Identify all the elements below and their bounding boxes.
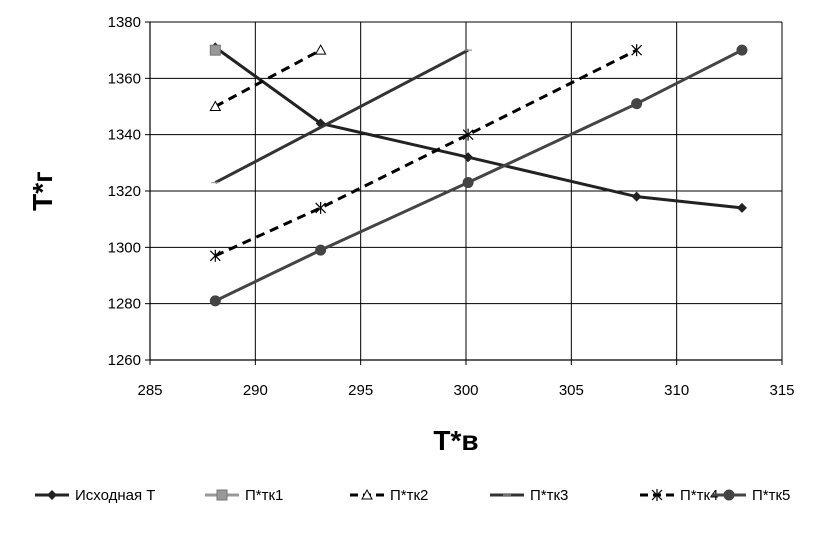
legend: Исходная T П*тк1 П*тк2 П*тк3 П*тк4 П*тк5 xyxy=(35,487,790,504)
y-tick-label-3: 1320 xyxy=(108,183,141,200)
series-4-line xyxy=(214,48,638,258)
series-2-point-0 xyxy=(209,100,222,111)
legend-label-5: П*тк5 xyxy=(752,487,790,504)
x-tick-label-6: 315 xyxy=(769,382,794,399)
series-0-point-3 xyxy=(631,191,642,202)
x-tick-label-3: 300 xyxy=(453,382,478,399)
x-tick-label-1: 290 xyxy=(243,382,268,399)
legend-item-4: П*тк4 xyxy=(640,487,718,504)
y-tick-label-2: 1300 xyxy=(108,239,141,256)
series-5-point-4 xyxy=(736,44,748,56)
series-5-point-2 xyxy=(462,177,474,189)
series-2 xyxy=(209,44,327,111)
series-5-point-3 xyxy=(631,98,643,110)
legend-marker-4 xyxy=(651,489,663,501)
legend-item-0: Исходная T xyxy=(35,487,155,504)
series-0-point-4 xyxy=(736,202,747,213)
series-0 xyxy=(210,42,747,213)
y-tick-label-6: 1380 xyxy=(108,14,141,31)
series-2-line xyxy=(214,48,322,108)
series-4-point-1 xyxy=(315,201,327,214)
x-tick-label-4: 305 xyxy=(559,382,584,399)
grid xyxy=(149,21,783,361)
series-0-point-2 xyxy=(463,152,474,163)
series-5-line xyxy=(214,48,743,303)
x-axis-title: T*в xyxy=(433,425,478,456)
x-tick-label-0: 285 xyxy=(137,382,162,399)
legend-label-3: П*тк3 xyxy=(530,487,568,504)
legend-marker-5 xyxy=(723,489,735,501)
y-tick-label-5: 1360 xyxy=(108,70,141,87)
series-5 xyxy=(209,44,748,307)
y-axis-title: T*г xyxy=(27,171,58,211)
y-tick-label-0: 1260 xyxy=(108,352,141,369)
series-3-line xyxy=(214,48,469,184)
series-4-point-0 xyxy=(209,249,221,262)
legend-label-4: П*тк4 xyxy=(680,487,718,504)
series-4-point-2 xyxy=(462,128,474,141)
series-0-line xyxy=(214,46,743,210)
legend-marker-0 xyxy=(47,490,57,500)
legend-item-2: П*тк2 xyxy=(350,487,428,504)
x-tick-label-5: 310 xyxy=(664,382,689,399)
legend-item-1: П*тк1 xyxy=(205,487,283,504)
y-tick-label-4: 1340 xyxy=(108,127,141,144)
legend-label-2: П*тк2 xyxy=(390,487,428,504)
legend-label-1: П*тк1 xyxy=(245,487,283,504)
y-tick-label-1: 1280 xyxy=(108,296,141,313)
series-4 xyxy=(209,44,643,262)
series-4-point-3 xyxy=(631,44,643,57)
series-1 xyxy=(209,44,221,56)
legend-label-0: Исходная T xyxy=(75,487,155,504)
legend-marker-2 xyxy=(361,488,373,500)
series xyxy=(209,42,748,307)
tick-labels: 1260 1280 1300 1320 1340 1360 1380 285 290 295 300… xyxy=(108,14,795,399)
series-5-point-1 xyxy=(315,244,327,256)
legend-item-5: П*тк5 xyxy=(712,487,790,504)
legend-item-3: П*тк3 xyxy=(490,487,568,504)
legend-marker-1 xyxy=(216,489,228,501)
series-5-point-0 xyxy=(209,295,221,307)
x-tick-label-2: 295 xyxy=(348,382,373,399)
series-3 xyxy=(211,48,473,184)
series-1-point-0 xyxy=(209,44,221,56)
series-2-point-1 xyxy=(314,44,327,55)
